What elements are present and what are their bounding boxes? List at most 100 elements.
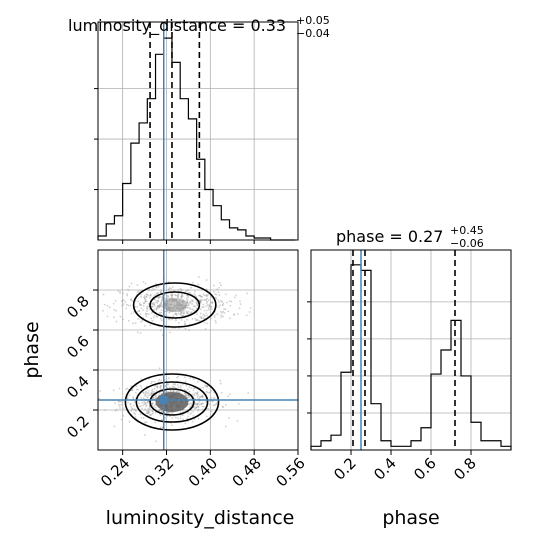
scatter-point xyxy=(218,294,221,297)
scatter-point xyxy=(122,415,125,417)
scatter-point xyxy=(117,290,119,292)
scatter-point xyxy=(205,400,208,403)
scatter-point xyxy=(174,294,177,297)
scatter-point xyxy=(155,315,158,318)
scatter-point xyxy=(140,304,143,306)
scatter-point xyxy=(219,282,221,284)
scatter-point xyxy=(164,310,167,313)
scatter-point xyxy=(189,308,192,311)
scatter-point xyxy=(193,290,196,293)
scatter-point xyxy=(197,283,200,286)
scatter-point xyxy=(187,415,189,418)
scatter-point xyxy=(131,299,134,302)
scatter-point xyxy=(152,316,155,319)
scatter-point xyxy=(177,312,180,315)
scatter-point xyxy=(156,307,159,310)
scatter-point xyxy=(236,313,239,315)
scatter-point xyxy=(194,294,197,297)
scatter-point xyxy=(135,385,138,388)
scatter-point xyxy=(130,410,133,412)
scatter-point xyxy=(188,386,191,389)
scatter-point xyxy=(188,403,190,405)
scatter-point xyxy=(202,386,205,389)
scatter-point xyxy=(160,299,163,302)
scatter-point xyxy=(120,400,123,403)
scatter-point xyxy=(121,300,124,302)
scatter-point xyxy=(200,387,202,390)
scatter-point xyxy=(161,296,164,298)
scatter-point xyxy=(179,313,182,315)
scatter-point xyxy=(180,310,182,313)
scatter-point xyxy=(160,302,163,305)
scatter-point xyxy=(182,418,185,421)
scatter-point xyxy=(172,390,175,393)
histogram-title-luminosity-distance: luminosity_distance = 0.33 xyxy=(68,16,286,36)
scatter-point xyxy=(160,300,163,303)
scatter-point xyxy=(206,314,209,317)
scatter-point xyxy=(143,297,146,300)
scatter-point xyxy=(197,409,199,412)
scatter-point xyxy=(173,389,175,392)
scatter-point xyxy=(140,397,142,399)
scatter-point xyxy=(188,390,191,393)
scatter-point xyxy=(201,408,204,411)
scatter-point xyxy=(115,408,118,411)
scatter-point xyxy=(125,303,128,306)
scatter-point xyxy=(182,414,184,417)
scatter-point xyxy=(180,294,183,297)
contour-line xyxy=(149,388,195,416)
scatter-point xyxy=(205,385,208,387)
scatter-point xyxy=(221,300,223,303)
scatter-point xyxy=(190,412,193,415)
scatter-point xyxy=(170,293,173,296)
scatter-point xyxy=(156,301,159,304)
scatter-point xyxy=(186,301,189,304)
scatter-point xyxy=(129,304,132,307)
scatter-point xyxy=(151,393,153,396)
scatter-point xyxy=(227,310,229,313)
scatter-point xyxy=(191,393,194,396)
scatter-point xyxy=(140,293,142,296)
scatter-point xyxy=(189,312,192,315)
scatter-point xyxy=(157,285,160,288)
scatter-point xyxy=(199,299,202,302)
scatter-point xyxy=(152,396,155,399)
scatter-point xyxy=(134,416,137,418)
scatter-point xyxy=(98,397,100,400)
scatter-point xyxy=(146,412,149,415)
scatter-point xyxy=(221,405,224,408)
scatter-point xyxy=(222,406,224,409)
scatter-point xyxy=(158,303,161,306)
scatter-point xyxy=(143,302,146,305)
scatter-point xyxy=(145,421,148,424)
scatter-point xyxy=(193,394,196,397)
scatter-point xyxy=(140,378,143,381)
scatter-point xyxy=(248,311,251,313)
scatter-point xyxy=(205,309,208,312)
scatter-point xyxy=(221,311,224,314)
scatter-point xyxy=(213,404,216,407)
scatter-point xyxy=(188,396,191,398)
scatter-point xyxy=(224,425,227,428)
scatter-point xyxy=(166,294,169,297)
scatter-point xyxy=(206,322,209,325)
scatter-point xyxy=(158,305,161,308)
scatter-point xyxy=(140,289,143,292)
scatter-point xyxy=(194,305,196,308)
scatter-point xyxy=(171,424,173,427)
scatter-point xyxy=(152,305,154,308)
scatter-point xyxy=(151,302,154,305)
scatter-point xyxy=(117,403,120,406)
scatter-point xyxy=(152,410,154,413)
scatter-point xyxy=(150,392,153,395)
histogram-steps xyxy=(97,37,296,241)
scatter-point xyxy=(160,289,163,292)
scatter-point xyxy=(158,367,161,370)
scatter-point xyxy=(198,319,201,322)
scatter-point xyxy=(166,310,169,313)
scatter-point xyxy=(200,402,203,405)
scatter-point xyxy=(137,388,140,391)
scatter-point xyxy=(117,400,120,403)
scatter-point xyxy=(158,305,161,308)
